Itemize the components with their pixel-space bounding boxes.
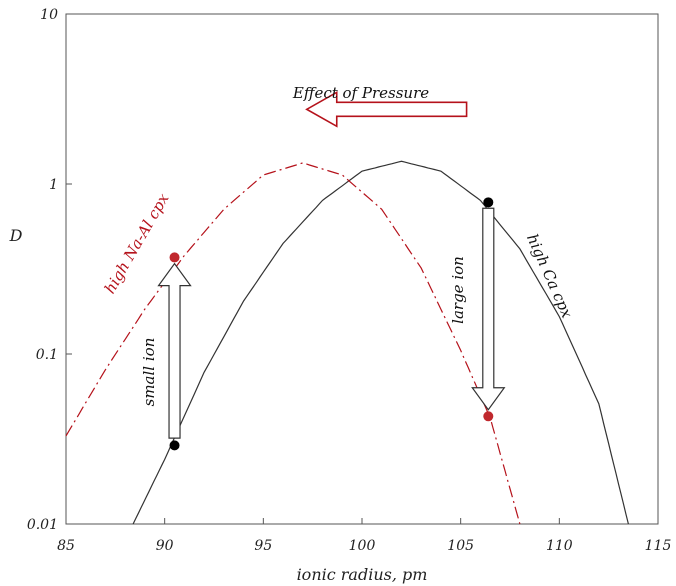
x-tick-label: 115 <box>645 538 672 554</box>
x-axis-label: ionic radius, pm <box>297 565 428 584</box>
x-tick-label: 95 <box>254 538 272 554</box>
x-tick-label: 90 <box>156 538 174 554</box>
large-ion-arrow <box>471 207 506 411</box>
y-tick-label: 1 <box>49 177 58 193</box>
small-ion-arrow <box>157 262 192 439</box>
arrows-layer <box>157 90 506 439</box>
x-tick-label: 105 <box>447 538 474 554</box>
data-point <box>483 197 494 208</box>
pressure-arrow <box>305 90 468 128</box>
y-axis-label: D <box>9 226 23 245</box>
y-tick-label: 0.01 <box>27 517 58 533</box>
series-line-high-ca-cpx <box>132 160 629 525</box>
data-point <box>483 411 494 422</box>
effect-of-pressure-label: Effect of Pressure <box>292 84 429 102</box>
small-ion-label: small ion <box>140 338 158 407</box>
x-tick-label: 85 <box>57 538 75 554</box>
y-tick-label: 0.1 <box>36 347 58 363</box>
x-tick-label: 100 <box>349 538 376 554</box>
data-point <box>169 440 180 451</box>
ca-curve-label: high Ca cpx <box>523 231 576 321</box>
x-tick-label: 110 <box>546 538 573 554</box>
points-layer <box>169 197 494 451</box>
data-point <box>169 252 180 263</box>
curves-layer <box>65 160 629 525</box>
y-tick-label: 10 <box>40 7 58 23</box>
large-ion-label: large ion <box>449 256 467 324</box>
series-line-high-na-al-cpx <box>65 162 521 525</box>
